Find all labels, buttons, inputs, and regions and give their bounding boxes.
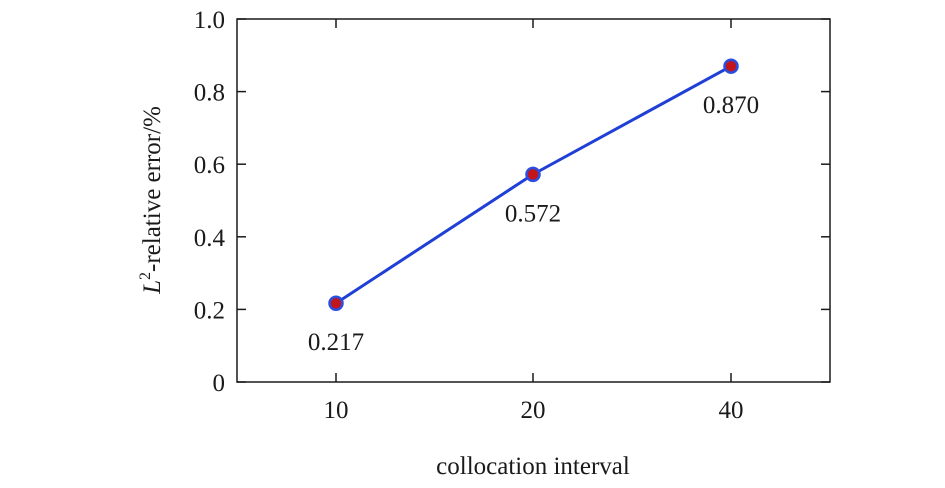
y-tick-label: 0.2: [194, 297, 225, 324]
data-point: [723, 58, 739, 74]
y-axis-title-text: -relative error/%: [139, 106, 166, 272]
data-point: [525, 166, 541, 183]
x-axis-title: collocation interval: [436, 453, 630, 480]
y-axis-title: L2-relative error/%: [137, 106, 166, 295]
x-tick-label: 20: [521, 397, 546, 424]
data-label: 0.217: [308, 329, 364, 356]
data-point: [328, 295, 344, 311]
data-label: 0.870: [703, 92, 759, 119]
data-labels: 0.217 0.572 0.870: [308, 92, 759, 356]
y-axis-ticks: 0 0.2 0.4 0.6 0.8 1.0: [194, 7, 830, 397]
y-tick-label: 1.0: [194, 7, 225, 34]
y-tick-label: 0.8: [194, 80, 225, 107]
y-tick-label: 0.4: [194, 225, 226, 252]
y-axis-title-symbol: L: [139, 280, 166, 295]
x-axis-ticks: 10 20 40: [324, 19, 744, 424]
x-tick-label: 40: [719, 397, 744, 424]
series-line: [335, 64, 732, 305]
y-tick-label: 0.6: [194, 152, 225, 179]
series-group: [328, 58, 739, 311]
y-axis-title-superscript: 2: [137, 272, 154, 280]
data-label: 0.572: [505, 200, 561, 227]
x-tick-label: 10: [324, 397, 349, 424]
y-tick-label: 0: [213, 370, 226, 397]
